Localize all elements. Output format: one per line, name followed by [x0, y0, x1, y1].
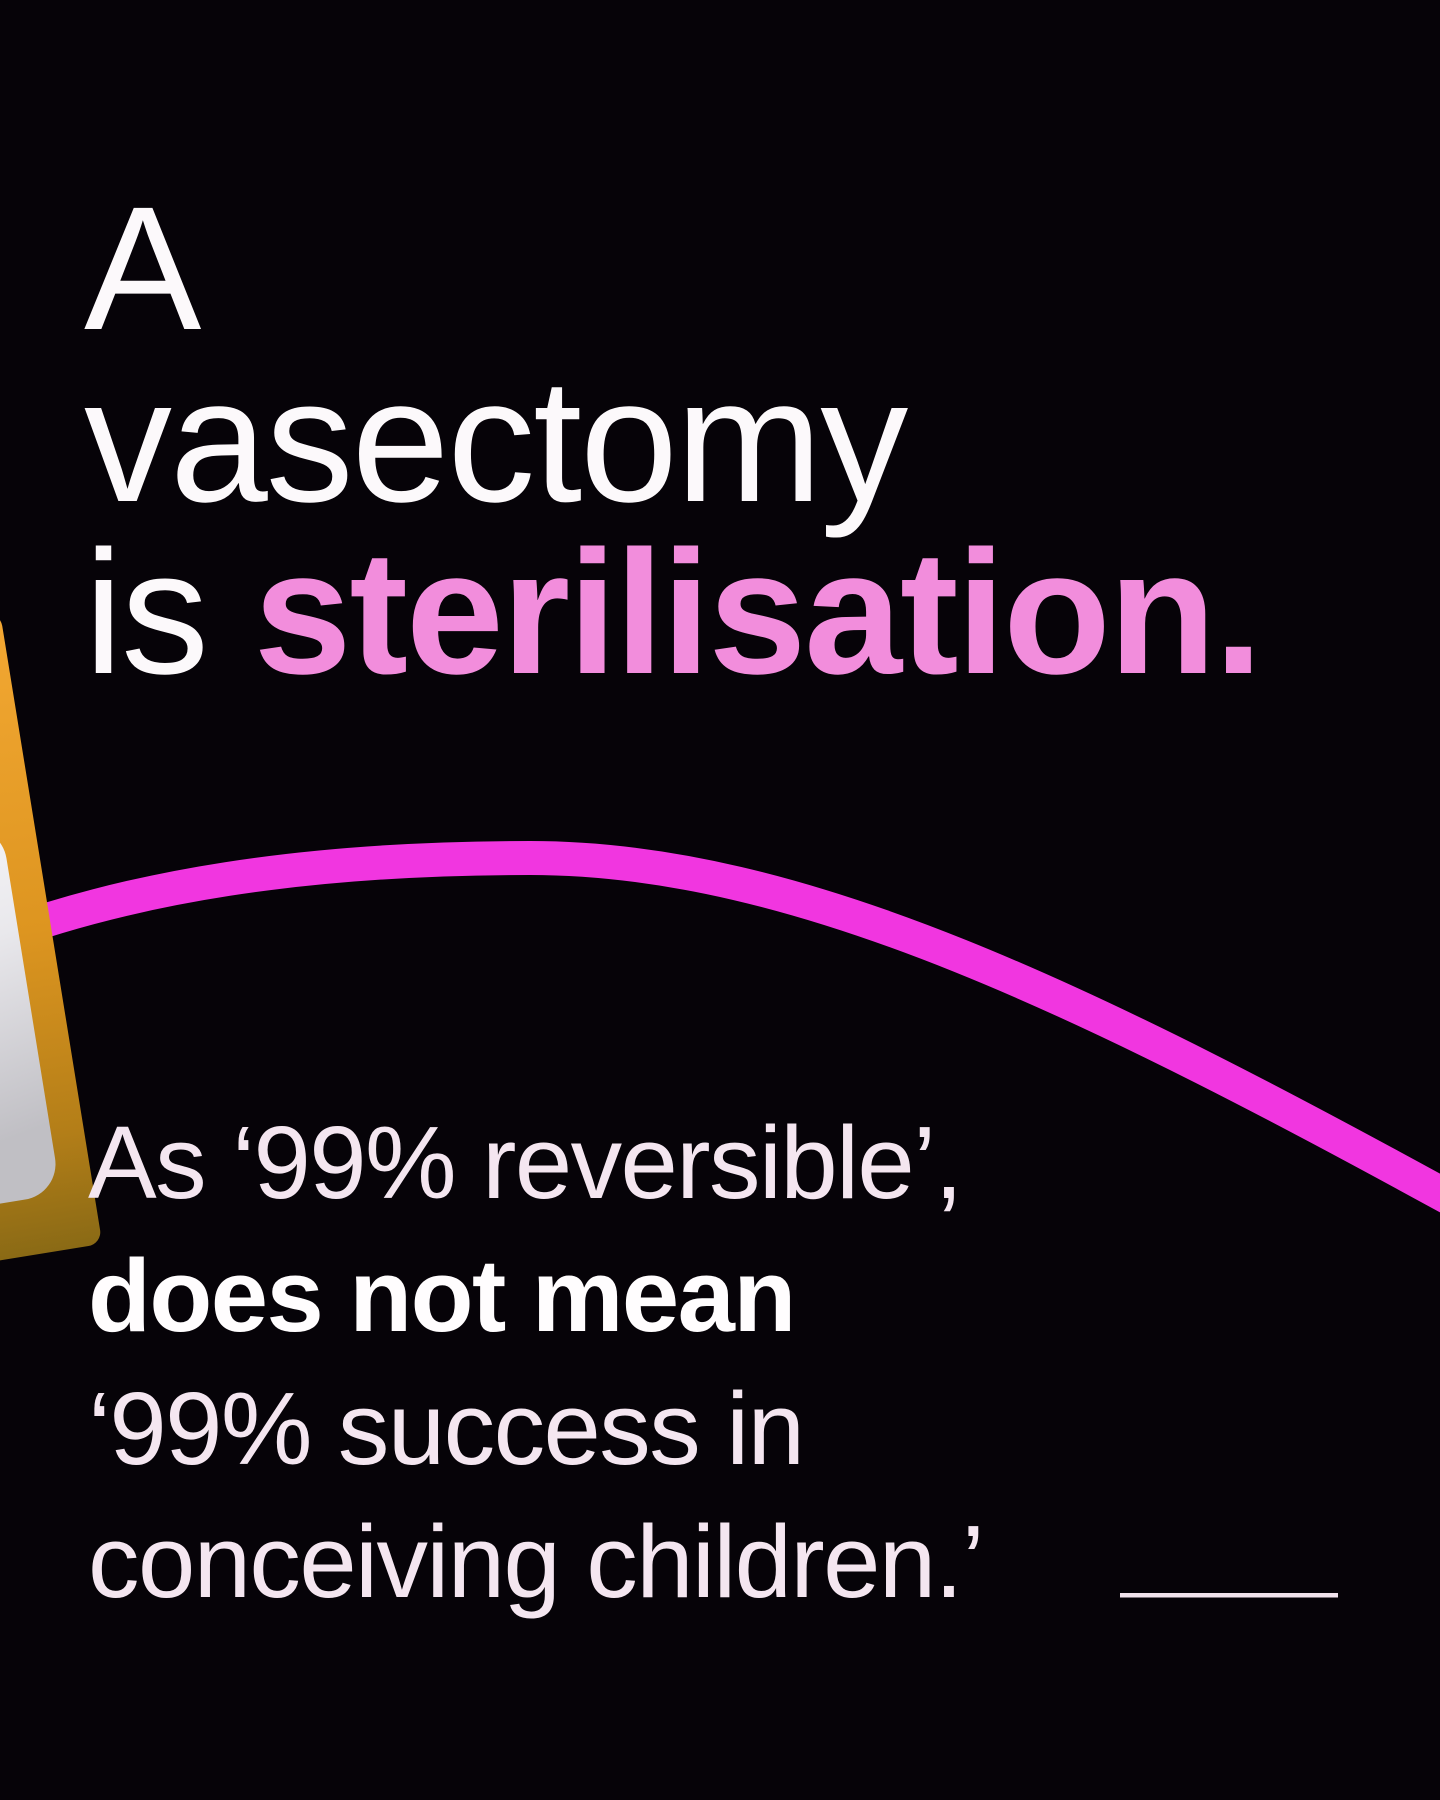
headline-line-3: is sterilisation.	[84, 525, 1263, 701]
headline-word-a: A	[84, 171, 201, 367]
headline-line-1: A	[84, 181, 1261, 357]
body-line-2: does not mean	[88, 1238, 796, 1353]
footer-rule	[1120, 1593, 1338, 1598]
body-line-4: conceiving children.’	[88, 1504, 985, 1619]
tilted-card	[0, 614, 101, 1311]
headline-line-2: vasectomy	[84, 353, 1261, 529]
body-line-3: ‘99% success in	[88, 1371, 805, 1486]
body-line-1: As ‘99% reversible’,	[88, 1105, 963, 1220]
headline-word-is: is	[84, 515, 254, 711]
headline-word-vasectomy: vasectomy	[84, 343, 908, 539]
headline-word-sterilisation: sterilisation.	[253, 515, 1263, 711]
headline: A vasectomy is sterilisation.	[84, 181, 1263, 701]
pink-curve-line	[0, 840, 1440, 1213]
body-quote: As ‘99% reversible’, does not mean ‘99% …	[88, 1096, 985, 1628]
